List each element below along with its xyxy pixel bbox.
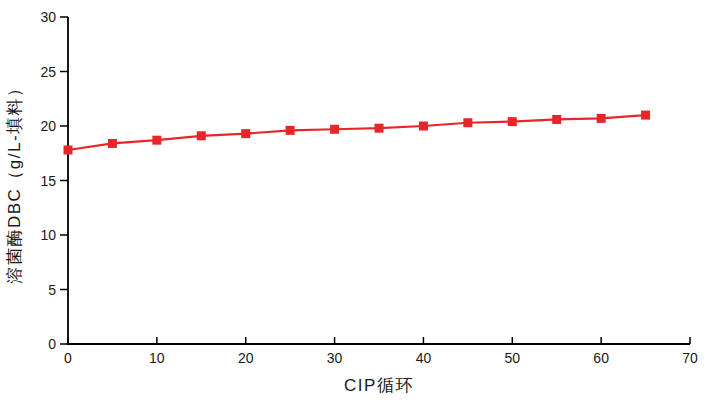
y-axis-label: 溶菌酶DBC（g/L-填料） — [3, 78, 26, 283]
data-point-marker — [641, 111, 650, 120]
plot-area: 0 5 10 15 20 25 30 0 10 20 30 40 50 60 70 — [0, 0, 707, 404]
data-point-marker — [197, 131, 206, 140]
data-point-marker — [330, 125, 339, 134]
y-tick-label: 10 — [40, 227, 56, 243]
data-point-marker — [64, 145, 73, 154]
line-chart: 0 5 10 15 20 25 30 0 10 20 30 40 50 60 70 溶菌酶DBC（g/L-填… — [0, 0, 707, 404]
y-tick-label: 0 — [48, 336, 56, 352]
x-tick-label: 30 — [327, 350, 343, 366]
y-tick-label: 5 — [48, 282, 56, 298]
x-tick-label: 20 — [238, 350, 254, 366]
y-tick-label: 30 — [40, 9, 56, 25]
data-point-marker — [375, 124, 384, 133]
data-point-marker — [552, 115, 561, 124]
x-tick-label: 70 — [682, 350, 698, 366]
data-point-marker — [286, 126, 295, 135]
data-point-marker — [108, 139, 117, 148]
data-point-marker — [463, 118, 472, 127]
data-point-marker — [419, 122, 428, 131]
y-tick-label: 15 — [40, 173, 56, 189]
data-point-marker — [241, 129, 250, 138]
data-point-marker — [152, 136, 161, 145]
x-tick-label: 10 — [149, 350, 165, 366]
y-tick-label: 20 — [40, 118, 56, 134]
y-tick-label: 25 — [40, 64, 56, 80]
data-point-marker — [597, 114, 606, 123]
x-axis-label: CIP循环 — [344, 374, 414, 397]
x-tick-label: 40 — [416, 350, 432, 366]
x-tick-label: 50 — [504, 350, 520, 366]
x-tick-label: 60 — [593, 350, 609, 366]
data-point-marker — [508, 117, 517, 126]
x-tick-label: 0 — [64, 350, 72, 366]
